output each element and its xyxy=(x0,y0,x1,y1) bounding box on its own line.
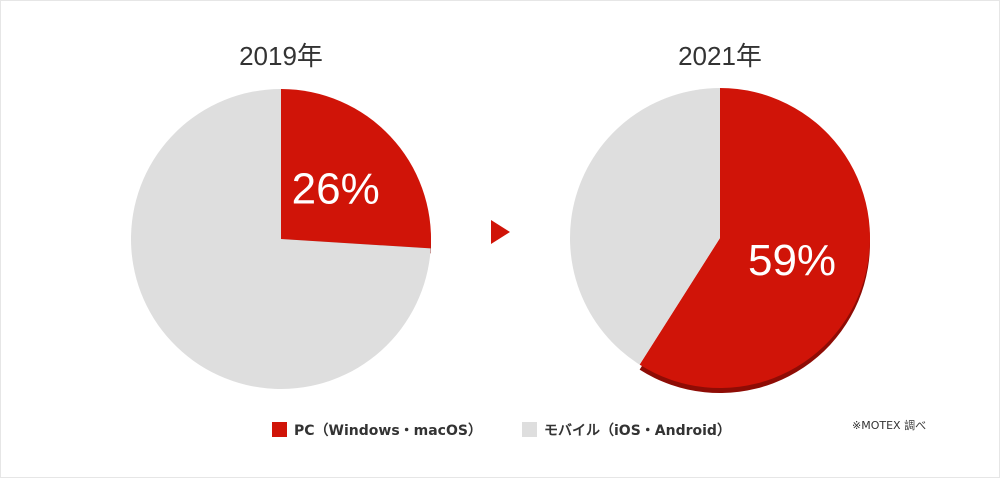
legend-swatch xyxy=(272,422,287,437)
source: ※MOTEX 調べ xyxy=(852,418,926,432)
slice xyxy=(130,89,431,389)
legend-label: モバイル（iOS・Android） xyxy=(544,423,731,439)
legend-label: PC（Windows・macOS） xyxy=(294,423,482,439)
slice xyxy=(570,88,720,365)
value-label: 26% xyxy=(292,165,380,214)
value-label: 59% xyxy=(748,236,836,285)
legend-swatch xyxy=(522,422,537,437)
chart-title: 2019年 xyxy=(239,41,323,71)
slice xyxy=(639,88,870,388)
slice xyxy=(281,89,431,249)
chart-title: 2021年 xyxy=(678,41,762,71)
arrow xyxy=(491,220,510,244)
